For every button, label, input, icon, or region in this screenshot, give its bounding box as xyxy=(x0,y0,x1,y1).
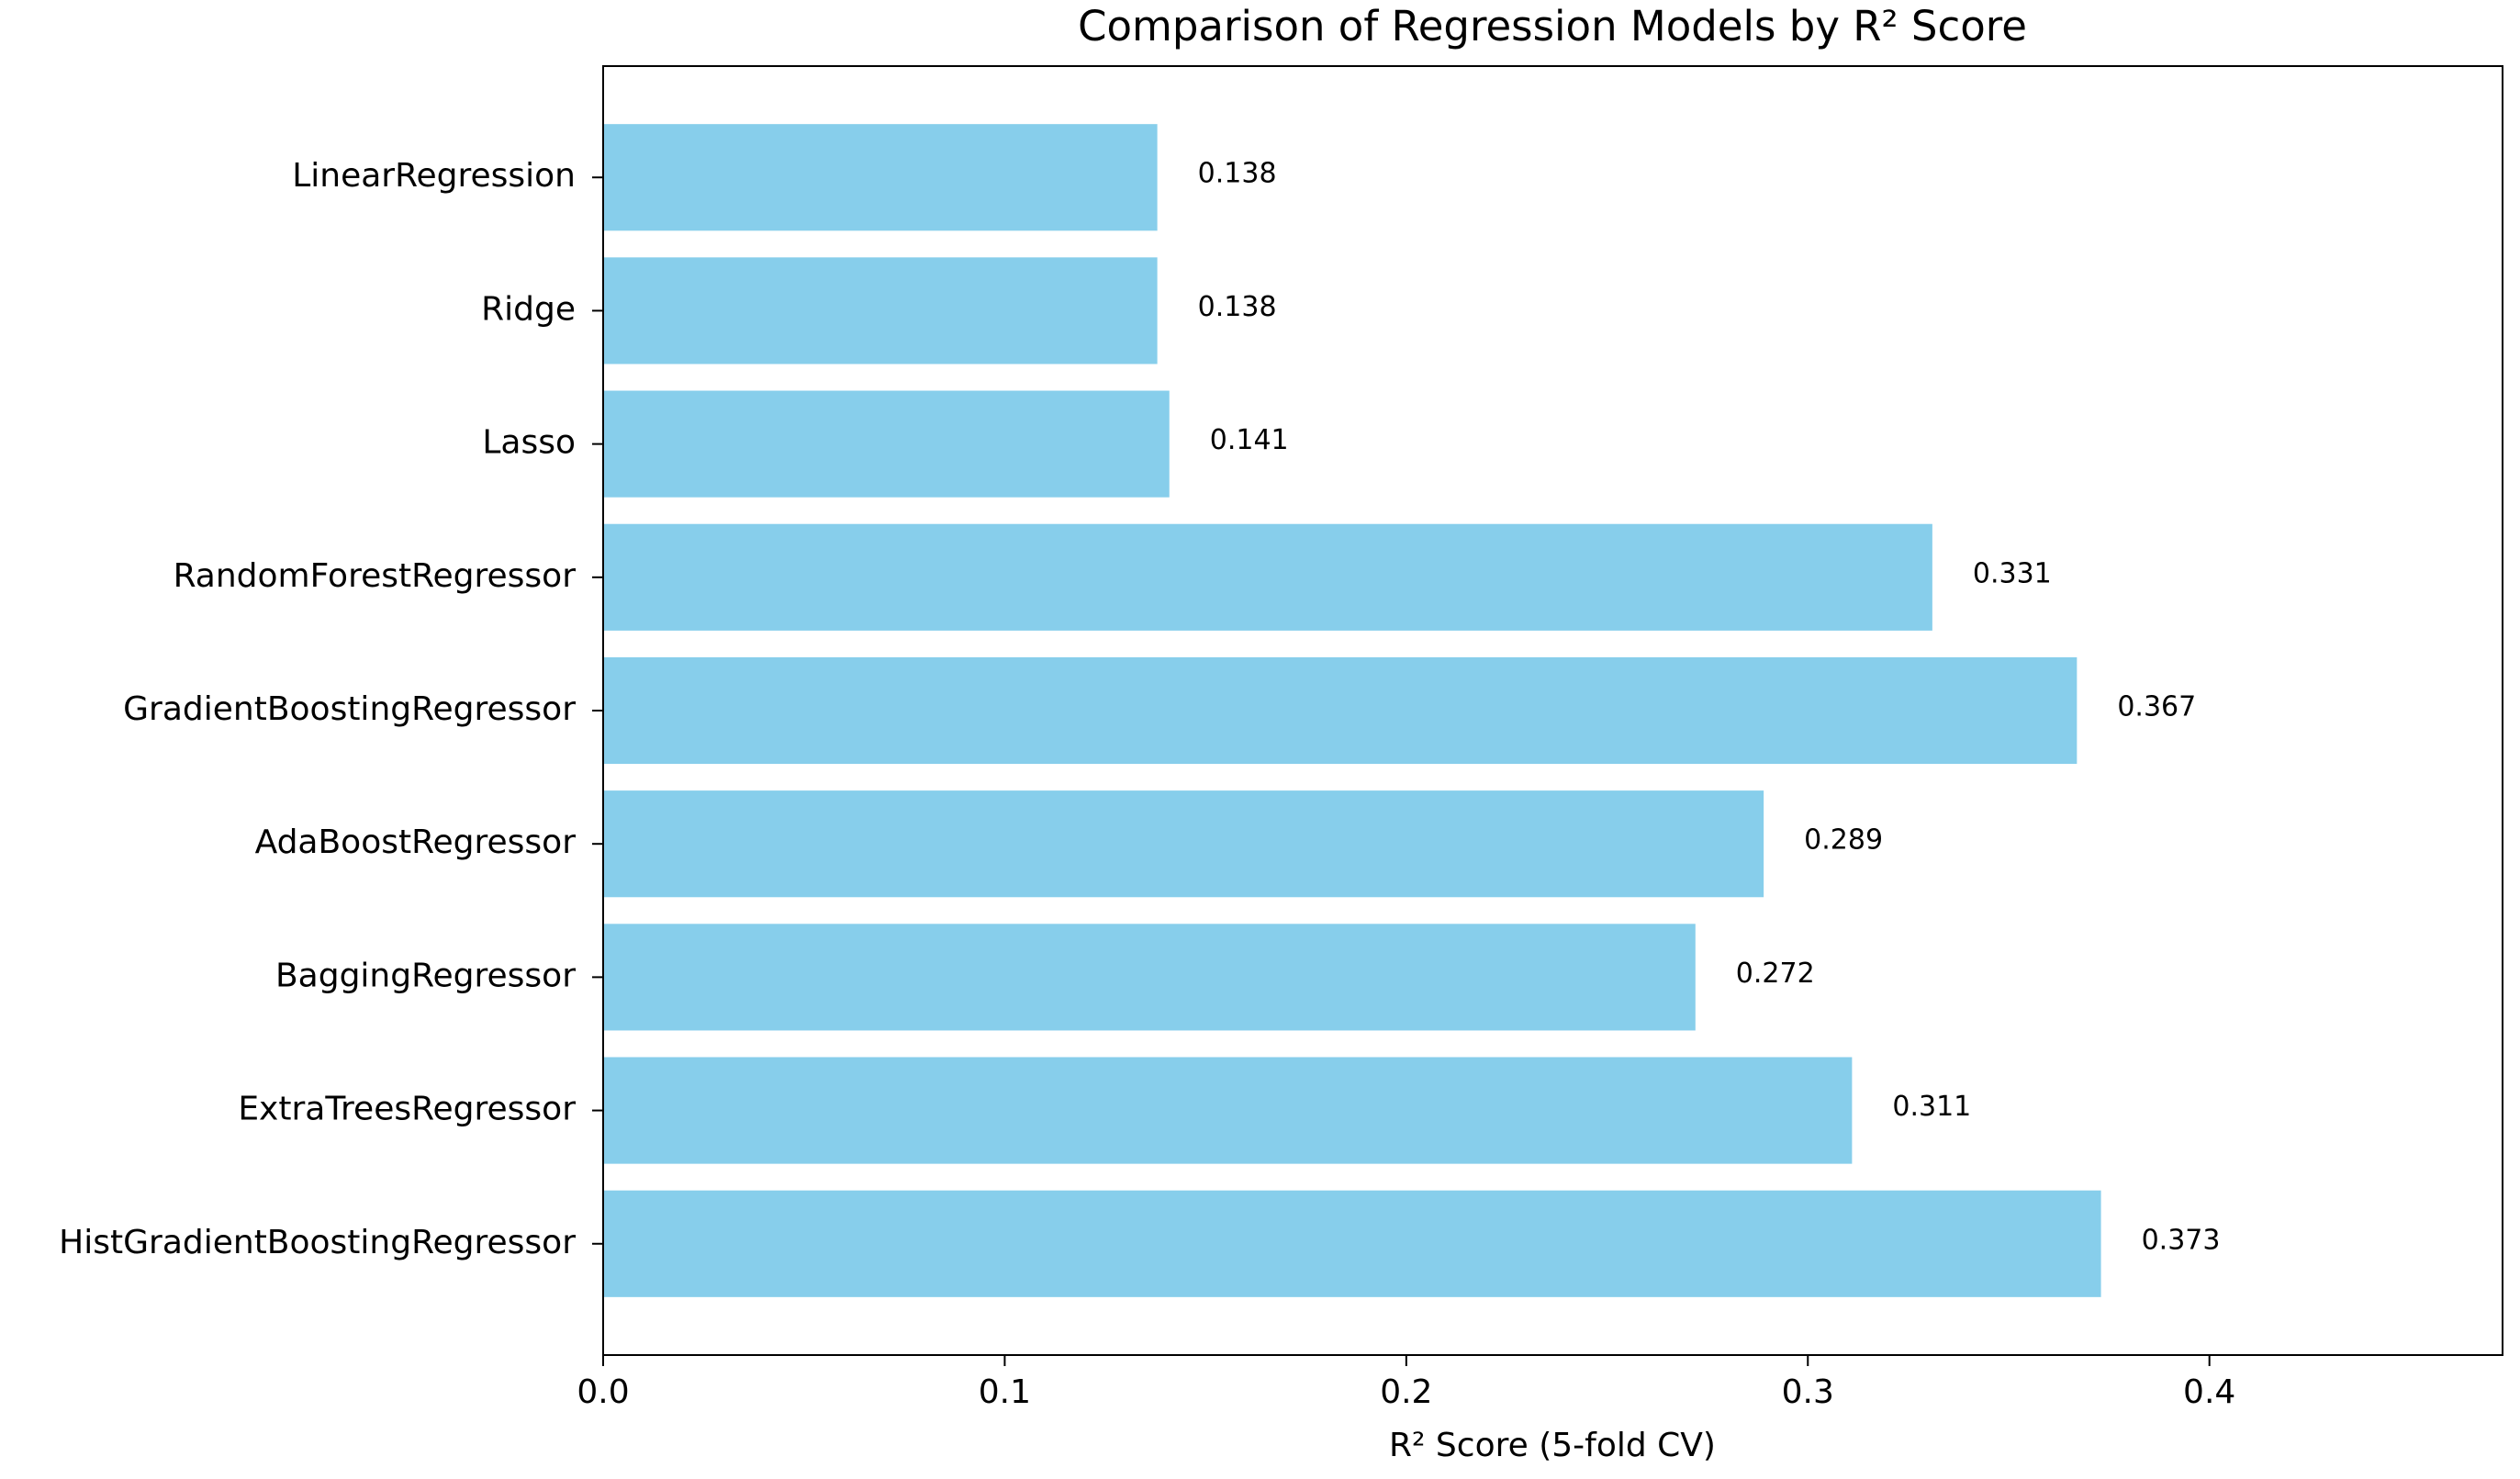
bar xyxy=(603,257,1158,364)
chart-title: Comparison of Regression Models by R² Sc… xyxy=(1078,2,2027,50)
x-tick-label: 0.1 xyxy=(979,1373,1031,1411)
value-label: 0.272 xyxy=(1736,958,1815,990)
y-tick-label: ExtraTreesRegressor xyxy=(238,1091,576,1128)
x-tick-label: 0.0 xyxy=(577,1373,629,1411)
value-label: 0.373 xyxy=(2142,1224,2221,1256)
bar xyxy=(603,1057,1853,1164)
y-tick-label: LinearRegression xyxy=(292,157,576,195)
value-label: 0.138 xyxy=(1198,158,1277,190)
value-label: 0.367 xyxy=(2117,691,2196,723)
value-label: 0.141 xyxy=(1210,424,1289,456)
plot-frame xyxy=(602,65,2503,1356)
x-axis-label: R² Score (5-fold CV) xyxy=(1389,1427,1716,1464)
value-label: 0.311 xyxy=(1892,1091,1971,1123)
bar xyxy=(603,1190,2101,1297)
y-tick-label: GradientBoostingRegressor xyxy=(123,690,576,728)
value-label: 0.331 xyxy=(1973,557,2052,589)
bar xyxy=(603,924,1696,1031)
y-tick-label: AdaBoostRegressor xyxy=(255,824,577,861)
bar xyxy=(603,656,2078,765)
y-tick-label: Lasso xyxy=(482,424,576,462)
bar xyxy=(603,390,1170,498)
value-label: 0.289 xyxy=(1804,824,1883,857)
x-tick-label: 0.3 xyxy=(1782,1373,1834,1411)
y-tick-label: Ridge xyxy=(481,290,576,328)
value-label: 0.138 xyxy=(1198,291,1277,323)
y-tick-label: HistGradientBoostingRegressor xyxy=(59,1224,576,1261)
bar xyxy=(603,124,1158,231)
bar xyxy=(603,523,1932,631)
y-tick-label: BaggingRegressor xyxy=(275,957,576,994)
x-tick-label: 0.2 xyxy=(1380,1373,1432,1411)
y-tick-label: RandomForestRegressor xyxy=(174,557,577,595)
x-tick-label: 0.4 xyxy=(2183,1373,2235,1411)
bar xyxy=(603,790,1764,898)
